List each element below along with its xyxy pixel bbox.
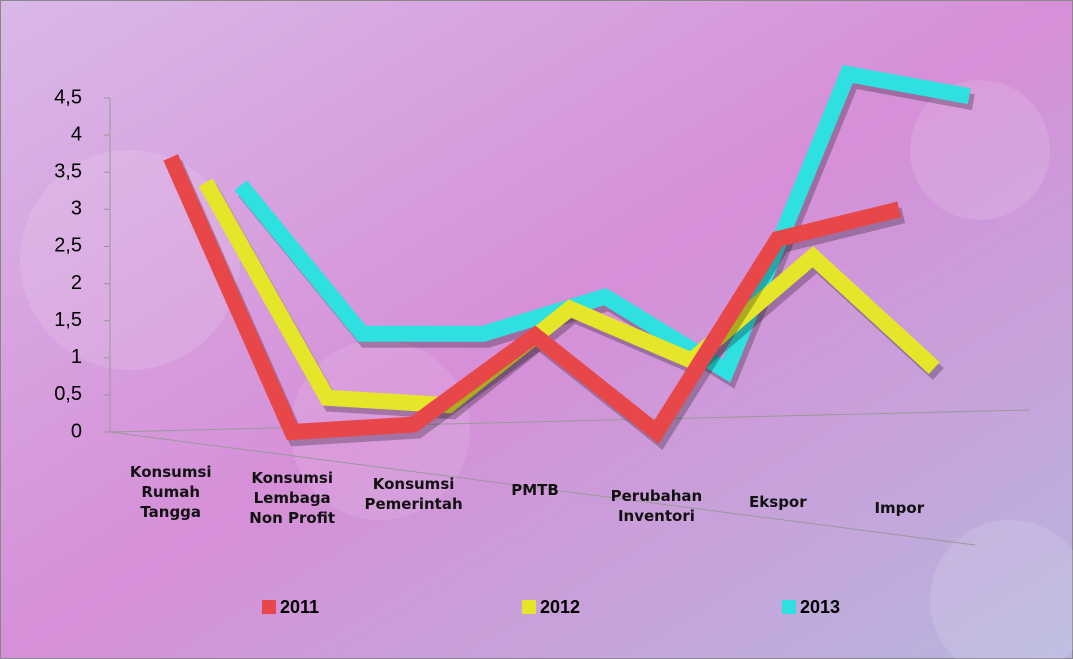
legend-label: 2012 xyxy=(540,597,580,617)
y-tick-label: 1 xyxy=(71,346,82,368)
x-tick-label: Konsumsi Rumah Tangga xyxy=(129,463,212,521)
legend-swatch xyxy=(262,600,276,614)
y-tick-label: 4,5 xyxy=(54,86,82,108)
series-line xyxy=(198,178,940,414)
x-tick-label: Konsumsi Pemerintah xyxy=(364,475,463,513)
x-tick-label: Ekspor xyxy=(749,493,807,511)
series-line xyxy=(234,64,971,383)
legend-swatch xyxy=(782,600,796,614)
y-tick-label: 2 xyxy=(71,272,82,294)
x-tick-label: Perubahan Inventori xyxy=(610,487,703,525)
y-tick-label: 0 xyxy=(71,420,82,442)
floor-back xyxy=(109,409,1031,433)
bokeh xyxy=(910,80,1050,220)
y-tick-label: 3 xyxy=(71,198,82,220)
y-tick-label: 3,5 xyxy=(54,161,82,183)
y-tick-label: 2,5 xyxy=(54,235,82,257)
legend-label: 2011 xyxy=(280,597,319,617)
x-tick-label: Impor xyxy=(874,499,925,517)
y-tick-label: 4 xyxy=(71,123,82,145)
y-tick-label: 0,5 xyxy=(54,383,82,405)
y-tick-label: 1,5 xyxy=(54,309,82,331)
legend-swatch xyxy=(522,600,536,614)
x-tick-label: Konsumsi Lembaga Non Profit xyxy=(249,469,336,527)
x-tick-label: PMTB xyxy=(511,481,559,499)
series-line xyxy=(163,154,902,444)
legend-label: 2013 xyxy=(800,597,840,617)
floor-front xyxy=(109,431,976,546)
bokeh xyxy=(930,520,1073,659)
